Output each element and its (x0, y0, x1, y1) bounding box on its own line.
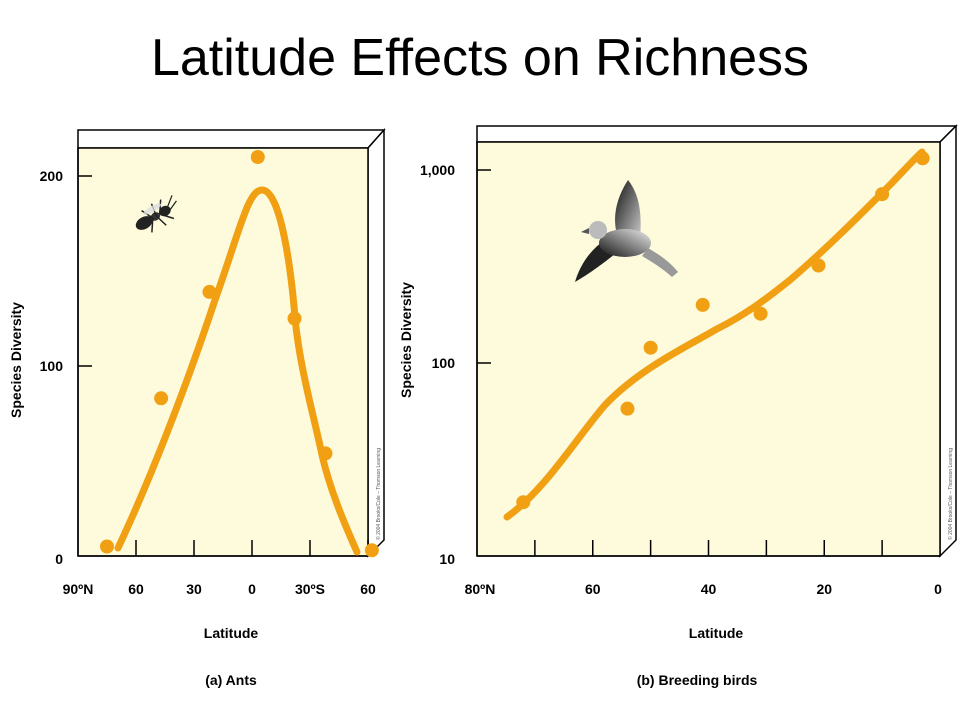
x-axis-label: Latitude (204, 625, 259, 641)
y-tick-label: 10 (439, 551, 455, 567)
data-point (250, 150, 265, 164)
data-point (620, 401, 635, 416)
x-tick-label: 60 (360, 581, 376, 597)
panel-top-face (77, 129, 386, 149)
y-axis-label: Species Diversity (8, 302, 24, 418)
x-tick-label: 60 (128, 581, 144, 597)
data-point (100, 539, 114, 554)
data-point (695, 297, 710, 312)
data-point (643, 340, 658, 355)
x-tick-label: 0 (248, 581, 256, 597)
x-tick-label: 90ºN (63, 581, 94, 597)
data-point (318, 446, 333, 461)
y-tick-label: 0 (55, 551, 63, 567)
x-tick-label: 30ºS (295, 581, 325, 597)
panel-top-face (476, 125, 958, 143)
ant-icon (135, 195, 177, 233)
panel-label: (a) Ants (205, 672, 257, 688)
x-tick-label: 20 (816, 581, 832, 597)
panel-label: (b) Breeding birds (637, 672, 758, 688)
data-point (287, 311, 302, 326)
data-point (875, 187, 890, 202)
chart-ants: © 2004 Brooks/Cole – Thomson Learning 0 1… (8, 128, 386, 688)
data-point (915, 151, 930, 166)
data-point (516, 495, 531, 510)
x-axis-label: Latitude (689, 625, 744, 641)
x-tick-label: 60 (585, 581, 601, 597)
data-point (811, 258, 826, 273)
data-point (154, 391, 169, 406)
x-tick-label: 40 (701, 581, 717, 597)
data-point (753, 306, 768, 321)
chart-birds: © 2004 Brooks/Cole – Thomson Learning 10… (398, 124, 958, 688)
y-tick-label: 100 (40, 358, 64, 374)
data-point (202, 284, 217, 299)
plot-area (77, 147, 369, 557)
y-tick-label: 100 (432, 355, 456, 371)
x-tick-label: 80ºN (465, 581, 496, 597)
y-axis-label: Species Diversity (398, 282, 414, 398)
x-tick-label: 30 (186, 581, 202, 597)
x-tick-label: 0 (934, 581, 942, 597)
y-tick-label: 200 (40, 168, 64, 184)
y-tick-label: 1,000 (420, 162, 455, 178)
data-point (364, 543, 379, 558)
bird-icon (575, 180, 678, 282)
page-title: Latitude Effects on Richness (150, 29, 810, 87)
credit-text: © 2004 Brooks/Cole – Thomson Learning (375, 448, 382, 540)
credit-text: © 2004 Brooks/Cole – Thomson Learning (947, 448, 954, 540)
